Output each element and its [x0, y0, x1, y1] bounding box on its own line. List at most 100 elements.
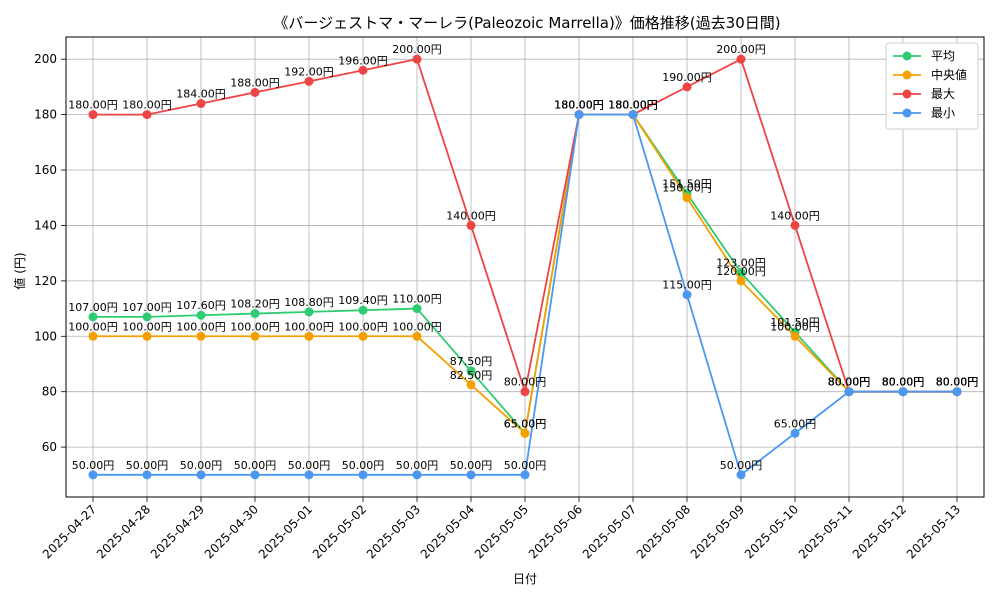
data-point — [196, 470, 206, 480]
data-point — [952, 387, 962, 397]
x-axis-title: 日付 — [513, 572, 537, 586]
data-label: 107.00円 — [122, 301, 172, 314]
data-label: 100.00円 — [338, 320, 388, 333]
data-label: 180.00円 — [554, 99, 604, 112]
data-label: 109.40円 — [338, 294, 388, 307]
data-point — [898, 387, 908, 397]
data-label: 101.50円 — [770, 316, 820, 329]
data-labels: 107.00円 107.00円 107.60円 108.20円 108.80円 109.4… — [68, 43, 978, 472]
data-label: 80.00円 — [936, 376, 979, 389]
data-label: 192.00円 — [284, 65, 334, 78]
data-label: 65.00円 — [774, 417, 817, 430]
data-label: 180.00円 — [554, 99, 604, 112]
data-label: 100.00円 — [122, 320, 172, 333]
data-label: 82.50円 — [450, 369, 493, 382]
data-point — [358, 331, 368, 341]
data-point — [412, 331, 422, 341]
data-label: 50.00円 — [504, 459, 547, 472]
chart-title: 《バージェストマ・マーレラ(Paleozoic Marrella)》価格推移(過… — [273, 14, 780, 32]
data-label: 123.00円 — [716, 257, 766, 270]
legend-label: 最大 — [931, 87, 955, 101]
data-point — [412, 470, 422, 480]
y-tick-label: 80 — [42, 385, 57, 399]
data-label: 80.00円 — [882, 376, 925, 389]
data-point — [790, 428, 800, 438]
data-point — [790, 331, 800, 341]
data-label: 80.00円 — [936, 376, 979, 389]
y-axis-title: 値 (円) — [12, 252, 27, 289]
legend-label: 最小 — [931, 106, 955, 120]
data-label: 200.00円 — [392, 43, 442, 56]
data-label: 80.00円 — [882, 376, 925, 389]
data-point — [142, 312, 152, 322]
data-point — [736, 276, 746, 286]
data-point — [250, 309, 260, 319]
data-point — [304, 76, 314, 86]
data-label: 151.50円 — [662, 178, 712, 191]
data-label: 80.00円 — [936, 376, 979, 389]
data-label: 180.00円 — [554, 99, 604, 112]
data-label: 100.00円 — [392, 320, 442, 333]
data-label: 50.00円 — [450, 459, 493, 472]
data-label: 80.00円 — [828, 376, 871, 389]
data-label: 107.60円 — [176, 299, 226, 312]
data-label: 87.50円 — [450, 355, 493, 368]
y-tick-label: 120 — [34, 274, 57, 288]
data-point — [88, 331, 98, 341]
series-lines — [88, 54, 962, 480]
data-label: 180.00円 — [608, 99, 658, 112]
data-label: 65.00円 — [504, 417, 547, 430]
data-label: 50.00円 — [396, 459, 439, 472]
data-label: 200.00円 — [716, 43, 766, 56]
data-label: 180.00円 — [608, 99, 658, 112]
data-label: 107.00円 — [68, 301, 118, 314]
data-label: 80.00円 — [504, 376, 547, 389]
data-point — [412, 54, 422, 64]
data-label: 80.00円 — [882, 376, 925, 389]
data-point — [142, 470, 152, 480]
data-label: 50.00円 — [720, 459, 763, 472]
data-point — [736, 268, 746, 278]
data-point — [250, 87, 260, 97]
data-point — [520, 387, 530, 397]
legend-marker — [902, 51, 912, 61]
data-point — [466, 366, 476, 376]
data-label: 65.00円 — [504, 417, 547, 430]
data-label: 80.00円 — [828, 376, 871, 389]
data-label: 50.00円 — [126, 459, 169, 472]
data-label: 120.00円 — [716, 265, 766, 278]
plot-frame — [65, 36, 985, 498]
data-point — [466, 470, 476, 480]
data-label: 180.00円 — [122, 99, 172, 112]
data-label: 180.00円 — [554, 99, 604, 112]
data-point — [358, 305, 368, 315]
data-label: 180.00円 — [608, 99, 658, 112]
data-label: 180.00円 — [68, 99, 118, 112]
data-point — [250, 470, 260, 480]
y-tick-label: 180 — [34, 108, 57, 122]
data-point — [142, 331, 152, 341]
data-label: 80.00円 — [936, 376, 979, 389]
y-tick-label: 60 — [42, 440, 57, 454]
data-point — [466, 220, 476, 230]
data-label: 140.00円 — [770, 209, 820, 222]
data-point — [88, 470, 98, 480]
data-label: 80.00円 — [882, 376, 925, 389]
data-label: 140.00円 — [446, 209, 496, 222]
data-label: 180.00円 — [608, 99, 658, 112]
data-point — [682, 82, 692, 92]
data-point — [304, 331, 314, 341]
y-tick-label: 100 — [34, 329, 57, 343]
data-label: 100.00円 — [284, 320, 334, 333]
data-point — [358, 65, 368, 75]
data-label: 188.00円 — [230, 76, 280, 89]
legend-label: 中央値 — [931, 67, 967, 82]
data-label: 100.00円 — [230, 320, 280, 333]
data-point — [304, 470, 314, 480]
data-label: 100.00円 — [68, 320, 118, 333]
data-point — [304, 307, 314, 317]
data-label: 100.00円 — [176, 320, 226, 333]
